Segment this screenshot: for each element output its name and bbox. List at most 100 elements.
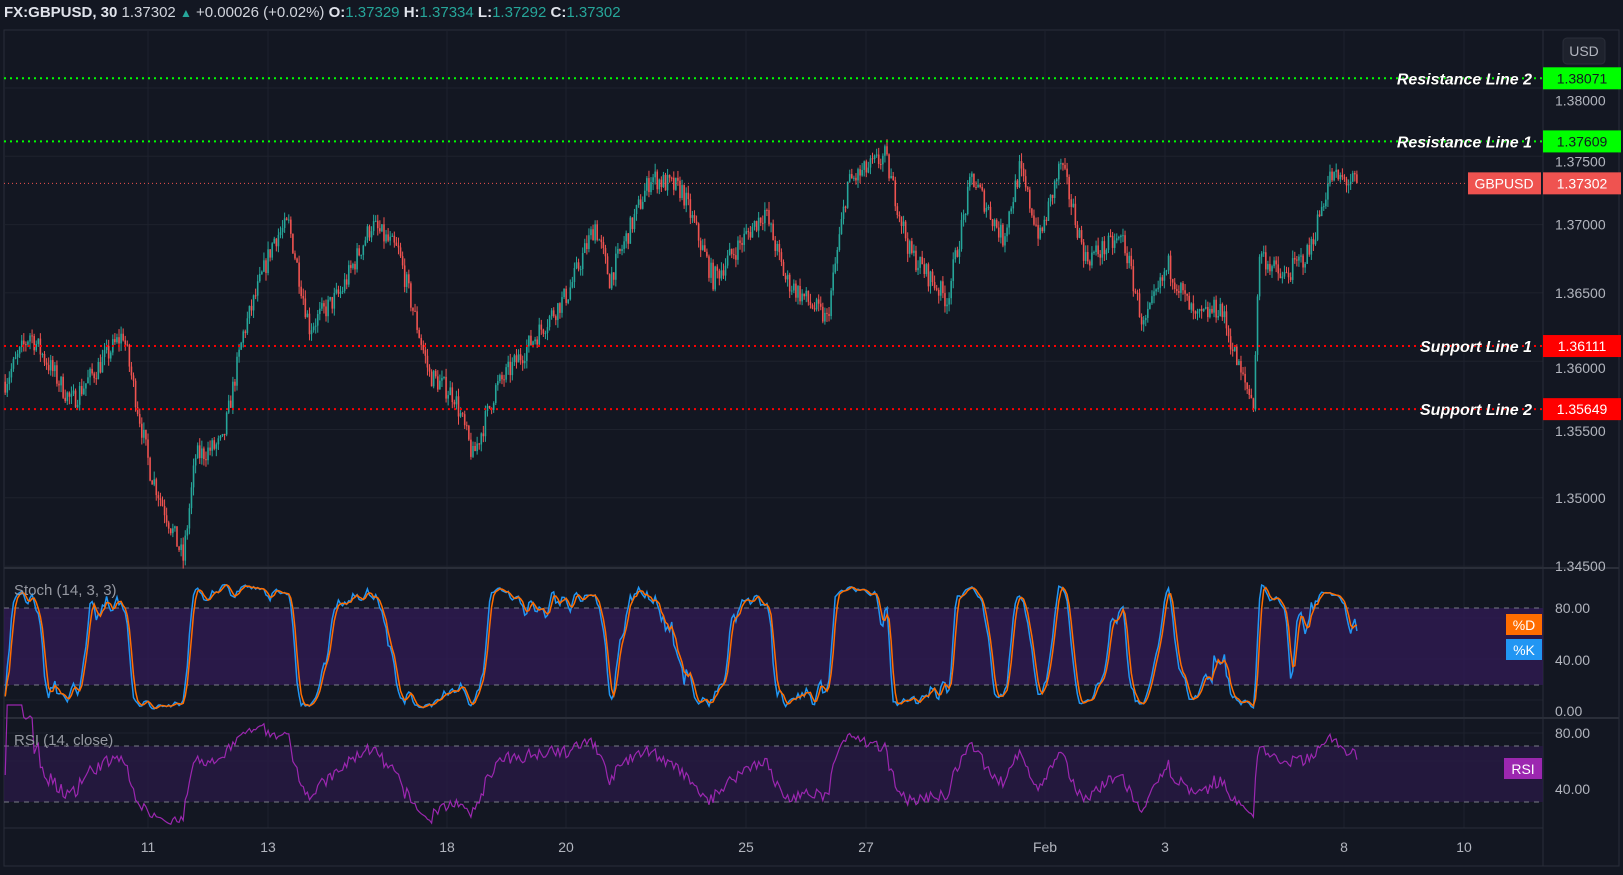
candle-body — [343, 279, 346, 291]
candle-body — [1107, 235, 1110, 250]
candle-body — [151, 480, 153, 485]
candle-body — [904, 221, 907, 239]
candle-body — [824, 312, 826, 322]
candle-body — [863, 161, 866, 170]
price-axis[interactable]: 1.38000 1.37500 1.37000 1.36500 1.36000 1.355… — [1555, 92, 1606, 574]
low-value: 1.37292 — [492, 4, 547, 21]
candle-body — [221, 433, 224, 436]
high-value: 1.37334 — [419, 4, 474, 21]
candle-body — [486, 405, 489, 412]
candle-body — [1029, 189, 1031, 209]
candle-body — [74, 390, 77, 408]
candle-body — [983, 190, 986, 212]
candle-body — [1271, 266, 1273, 272]
candle-body — [1178, 290, 1180, 293]
candle-body — [933, 282, 936, 289]
stoch-d-line — [4, 584, 1358, 710]
symbol-name[interactable]: FX:GBPUSD, 30 — [4, 4, 118, 21]
candle-body — [517, 354, 520, 363]
price-axis-label: 1.37500 — [1555, 153, 1606, 169]
candle-body — [615, 253, 617, 280]
candle-body — [1296, 259, 1298, 261]
candle-body — [747, 231, 750, 233]
candle-body — [774, 240, 777, 251]
candle-body — [1190, 303, 1193, 310]
candle-body — [1002, 224, 1004, 246]
candle-body — [387, 234, 389, 241]
rsi-axis-label: 40.00 — [1555, 781, 1590, 797]
time-axis-label: 25 — [738, 839, 754, 855]
candle-body — [1318, 214, 1321, 217]
rsi-label: RSI — [1511, 761, 1534, 777]
candle-body — [1289, 277, 1292, 280]
candle-body — [577, 262, 580, 270]
candle-body — [877, 154, 880, 165]
candle-body — [1126, 253, 1128, 264]
candle-body — [1099, 254, 1102, 258]
candle-body — [617, 249, 619, 254]
candle-body — [1128, 255, 1130, 264]
candle-body — [426, 355, 429, 368]
candle-body — [312, 326, 315, 331]
candle-body — [350, 265, 352, 268]
candle-body — [931, 271, 934, 283]
candle-body — [1250, 394, 1253, 399]
candle-body — [886, 146, 888, 155]
currency-button[interactable] — [1562, 37, 1606, 65]
candle-body — [948, 298, 950, 305]
candle-body — [896, 206, 899, 215]
time-axis-label: 8 — [1340, 839, 1348, 855]
candle-body — [472, 445, 474, 457]
candle-body — [285, 218, 288, 220]
candle-body — [292, 233, 294, 254]
candle-body — [174, 526, 176, 529]
stoch-axis-label: 40.00 — [1555, 652, 1590, 668]
candle-body — [225, 412, 228, 435]
candle-body — [128, 345, 131, 367]
candle-body — [242, 331, 245, 343]
candle-body — [579, 269, 582, 271]
candle-body — [1105, 249, 1108, 255]
candle-body — [1327, 183, 1329, 200]
candle-body — [557, 303, 559, 321]
candle-body — [898, 214, 901, 217]
candle-body — [590, 229, 592, 236]
time-axis[interactable]: 11 13 18 20 25 27 Feb 3 8 10 — [141, 839, 1472, 855]
candle-body — [627, 233, 630, 244]
candle-body — [381, 224, 383, 232]
candle-body — [993, 219, 996, 227]
candle-body — [521, 360, 524, 364]
candle-body — [354, 264, 356, 270]
candle-body — [633, 213, 636, 230]
candle-body — [691, 215, 694, 218]
candle-body — [563, 288, 565, 298]
candle-body — [205, 459, 207, 461]
candle-body — [190, 487, 193, 509]
candle-body — [461, 413, 464, 415]
candle-body — [1215, 299, 1217, 318]
candle-body — [78, 385, 81, 405]
candle-body — [126, 344, 129, 346]
candle-body — [1306, 245, 1309, 264]
candle-body — [145, 429, 147, 440]
candle-body — [1356, 174, 1358, 184]
candle-body — [72, 390, 75, 394]
candle-body — [314, 325, 317, 327]
candle-body — [805, 290, 808, 297]
candle-body — [1016, 180, 1019, 188]
candle-body — [534, 339, 536, 342]
rsi-band — [4, 746, 1543, 802]
candle-body — [971, 173, 973, 177]
candle-body — [261, 271, 263, 274]
candle-body — [795, 283, 797, 298]
candle-body — [501, 375, 503, 380]
candle-body — [913, 250, 915, 253]
candle-body — [1196, 311, 1199, 314]
candle-body — [186, 528, 189, 536]
candle-body — [670, 177, 673, 179]
candle-body — [753, 221, 756, 227]
candle-body — [997, 227, 1000, 238]
candle-body — [1043, 219, 1046, 232]
candle-body — [1082, 242, 1085, 261]
